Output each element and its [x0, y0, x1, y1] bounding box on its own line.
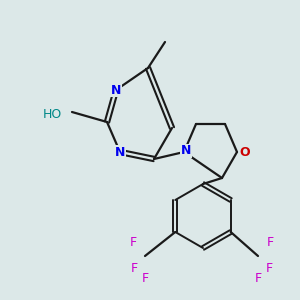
Text: F: F	[141, 272, 148, 284]
Text: HO: HO	[43, 107, 62, 121]
Text: N: N	[111, 83, 121, 97]
Text: F: F	[266, 236, 274, 250]
Text: F: F	[129, 236, 137, 250]
Text: F: F	[254, 272, 262, 284]
Text: O: O	[240, 146, 250, 158]
Text: N: N	[115, 146, 125, 158]
Text: N: N	[181, 145, 191, 158]
Text: F: F	[266, 262, 273, 275]
Text: F: F	[130, 262, 138, 275]
